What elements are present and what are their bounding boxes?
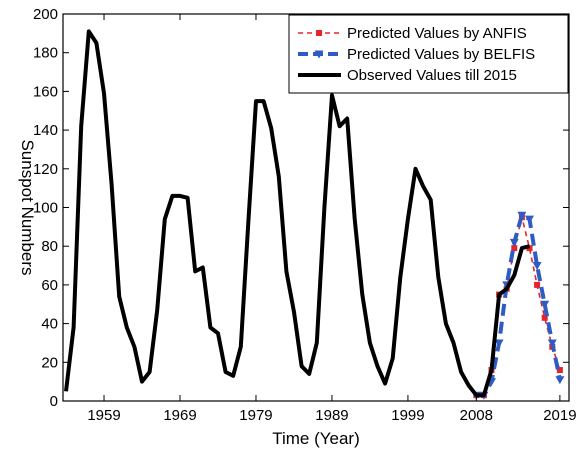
series-point — [511, 245, 518, 252]
y-tick-label: 80 — [41, 238, 58, 255]
legend-entry-1: Predicted Values by ANFIS — [298, 25, 527, 42]
x-tick-label: 1989 — [315, 407, 348, 424]
y-tick-label: 200 — [33, 6, 58, 23]
y-tick-label: 20 — [41, 354, 58, 371]
series-point — [532, 262, 542, 271]
y-tick-label: 160 — [33, 83, 58, 100]
y-tick-label: 40 — [41, 316, 58, 333]
series-point — [524, 215, 534, 224]
y-tick-label: 120 — [33, 161, 58, 178]
series-point — [534, 281, 541, 288]
x-axis-title: Time (Year) — [272, 429, 360, 448]
y-tick-label: 0 — [50, 393, 58, 410]
series-point — [547, 339, 557, 348]
legend: Predicted Values by ANFIS Predicted Value… — [288, 14, 569, 94]
x-tick-label: 1969 — [163, 407, 196, 424]
y-tick-label: 100 — [33, 200, 58, 217]
x-tick-label: 1979 — [239, 407, 272, 424]
legend-marker — [314, 50, 324, 59]
x-tick-label: 2019 — [543, 407, 576, 424]
legend-entries: Predicted Values by ANFIS Predicted Value… — [298, 25, 535, 84]
legend-entry-2: Predicted Values by BELFIS — [298, 46, 535, 63]
x-tick-label: 2008 — [460, 407, 493, 424]
legend-entry-3: Observed Values till 2015 — [298, 67, 517, 84]
ticks-layer: 1959 1969 1979 1989 1999 2008 2019 0 20 40 60 80 100… — [33, 6, 576, 424]
y-axis-title: Sunspot Numbers — [18, 139, 37, 275]
series-3 — [64, 29, 530, 398]
legend-label: Predicted Values by ANFIS — [347, 25, 527, 42]
series-line-3 — [64, 29, 530, 398]
series-point — [556, 367, 563, 374]
y-tick-label: 60 — [41, 277, 58, 294]
series-point — [509, 238, 519, 247]
legend-label: Predicted Values by BELFIS — [347, 46, 535, 63]
series-point — [540, 300, 550, 309]
x-tick-label: 1999 — [391, 407, 424, 424]
legend-marker — [316, 30, 322, 36]
y-tick-label: 180 — [33, 45, 58, 62]
series-layer — [64, 29, 565, 400]
series-point — [541, 314, 548, 321]
x-tick-label: 1959 — [87, 407, 120, 424]
y-tick-label: 140 — [33, 122, 58, 139]
series-point — [517, 211, 527, 220]
legend-label: Observed Values till 2015 — [347, 67, 517, 84]
series-point — [494, 339, 504, 348]
series-point — [555, 376, 565, 385]
